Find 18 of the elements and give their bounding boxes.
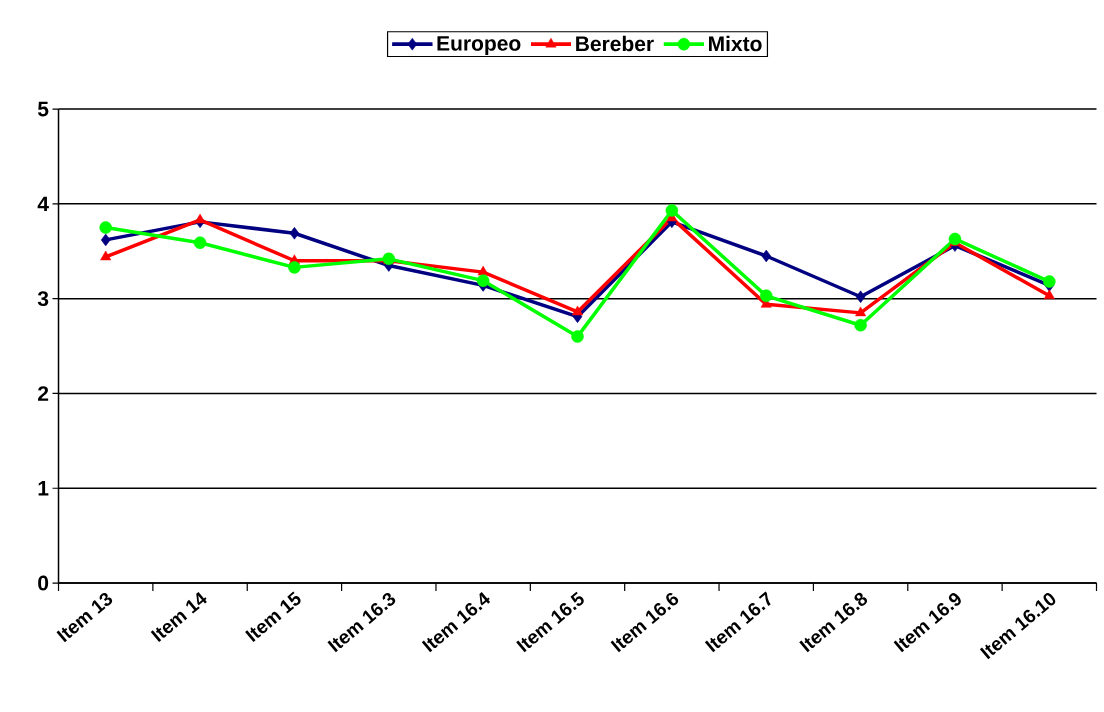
x-tick-label: Item 13 <box>56 592 113 643</box>
y-tick-label: 0 <box>38 575 49 591</box>
legend-label: Europeo <box>437 36 521 55</box>
y-tick-label: 4 <box>37 196 49 212</box>
x-tick-label: Item 14 <box>150 591 207 643</box>
y-tick-label: 1 <box>38 481 49 496</box>
y-tick-label: 2 <box>38 386 49 401</box>
x-tick-label: Item 15 <box>245 591 301 643</box>
y-tick-label: 5 <box>37 101 49 117</box>
legend-label: Bereber <box>576 35 654 52</box>
x-tick-label: Item 16.8 <box>799 592 868 653</box>
y-tick-label: 3 <box>37 291 49 307</box>
x-tick-label: Item 16.6 <box>610 592 679 653</box>
legend-label: Mixto <box>709 35 762 52</box>
x-tick-label: Item 16.5 <box>516 591 584 653</box>
x-tick-label: Item 16.3 <box>327 592 396 653</box>
x-tick-label: Item 16.4 <box>421 592 491 653</box>
x-tick-label: Item 16.9 <box>893 593 961 653</box>
